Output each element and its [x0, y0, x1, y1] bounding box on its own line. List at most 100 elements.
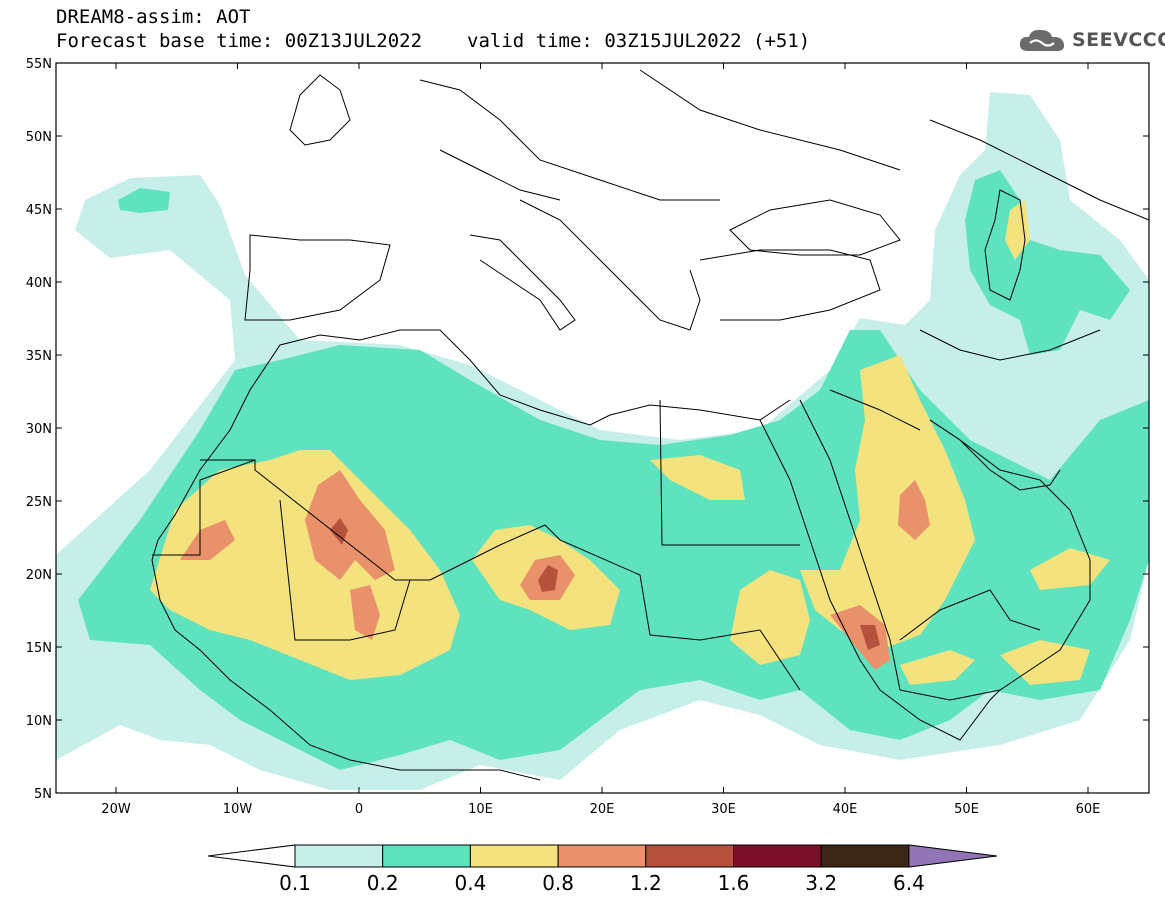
colorbar-label: 0.1 [279, 871, 311, 895]
lon-label: 10W [223, 802, 253, 817]
border-europe-1 [419, 79, 720, 201]
aot-contour-0.4-horn [900, 650, 975, 685]
longitude-axis: 20W 10W 0 10E 20E 30E 40E 50E 60E [101, 63, 1100, 817]
forecast-times: Forecast base time: 00Z13JUL2022 valid ti… [56, 30, 810, 52]
border-sudan [649, 629, 801, 691]
aot-field [56, 92, 1149, 790]
border-europe-2 [439, 149, 561, 201]
aot-contour-0.4-sudan [650, 455, 745, 500]
aot-contour-0.4-westafrica [150, 450, 460, 680]
colorbar-swatch [645, 844, 734, 868]
map-title: DREAM8-assim: AOT [56, 6, 251, 28]
colorbar-upper-arrow [908, 844, 997, 868]
colorbar-lower-arrow [207, 844, 296, 868]
border-algeria-mali [200, 459, 430, 581]
border-mali [279, 499, 411, 641]
coastline-red-sea-east [799, 399, 901, 691]
aot-contour-0.4-caspian [1005, 200, 1030, 260]
aot-contour-0.8-chad [520, 555, 575, 600]
lat-label: 55N [26, 57, 52, 72]
colorbar-swatch [469, 844, 559, 868]
lon-label: 40E [833, 802, 858, 817]
border-iran [919, 329, 1101, 361]
colorbar-swatch [294, 844, 384, 868]
coastline-iberia [244, 234, 391, 321]
coastline-arabia [899, 419, 1091, 701]
aot-contour-1.2-redsea [860, 625, 880, 650]
aot-contour-0.2 [78, 330, 1149, 770]
aot-contour-0.4-oman [1030, 548, 1110, 590]
coastline-red-sea-west [759, 419, 881, 691]
lon-label: 30E [711, 802, 736, 817]
lat-label: 45N [26, 203, 52, 218]
lon-label: 60E [1076, 802, 1101, 817]
border-europe-3 [639, 69, 901, 171]
coastline-italy [469, 234, 576, 331]
coastline-anatolia [699, 249, 881, 321]
border-saudi-yemen [899, 589, 1041, 641]
colorbar-label: 1.6 [718, 871, 750, 895]
seevccc-logo: SEEVCCC [1018, 26, 1165, 54]
borders [151, 69, 1149, 781]
aot-contour-0.8-redsea [830, 605, 890, 670]
colorbar-label: 0.4 [454, 871, 486, 895]
border-mauritania [152, 459, 256, 556]
lat-label: 50N [26, 130, 52, 145]
aot-contour-0.4-ethiopia [730, 570, 810, 665]
aot-contour-0.4-yemen [1000, 640, 1090, 685]
lat-label: 40N [26, 276, 52, 291]
aot-contour-0.8-mali-south [350, 585, 380, 640]
coastline-horn-africa [879, 689, 1001, 741]
coastline-west-africa [151, 329, 791, 561]
latitude-axis: 55N 50N 45N 40N 35N 30N 25N 20N 15N 10N 5N [26, 57, 1149, 802]
border-central-asia [929, 119, 1149, 221]
colorbar-swatch [382, 844, 471, 868]
coastline-balkans [519, 199, 701, 331]
cloud-icon [1019, 29, 1065, 51]
coastline-gulf-guinea [151, 559, 541, 781]
coastline-britain [289, 74, 351, 146]
base-time: Forecast base time: 00Z13JUL2022 [56, 30, 423, 52]
colorbar-swatch [820, 844, 910, 868]
coastline-caspian [984, 189, 1026, 301]
aot-contour-0.4-arabia [800, 355, 975, 650]
lat-label: 30N [26, 422, 52, 437]
border-libya-egypt [659, 399, 800, 546]
lon-label: 0 [355, 802, 363, 817]
colorbar: 0.1 0.2 0.4 0.8 1.2 1.6 3.2 6.4 [207, 844, 997, 895]
aot-contour-1.2-mali [330, 518, 348, 545]
lat-label: 20N [26, 568, 52, 583]
lat-label: 25N [26, 495, 52, 510]
colorbar-label: 1.2 [630, 871, 662, 895]
aot-contour-0.4-chad [472, 525, 620, 630]
lon-label: 20E [590, 802, 615, 817]
border-saudi-iraq [829, 389, 921, 431]
aot-contour-0.8-arabia [898, 480, 930, 540]
aot-contour-0.1 [56, 92, 1149, 790]
lon-label: 20W [101, 802, 131, 817]
aot-contour-0.8-mali [305, 470, 395, 580]
coastline-persian-gulf [929, 419, 1061, 491]
colorbar-label: 3.2 [805, 871, 837, 895]
valid-time: valid time: 03Z15JUL2022 (+51) [467, 30, 811, 52]
coastline-black-sea [729, 199, 901, 256]
colorbar-label: 6.4 [893, 871, 925, 895]
lat-label: 35N [26, 349, 52, 364]
aot-contour-0.2-caspian [965, 170, 1130, 355]
lat-label: 15N [26, 641, 52, 656]
map-frame [55, 62, 1150, 794]
colorbar-label: 0.2 [367, 871, 399, 895]
aot-contour-0.1-east [1000, 340, 1149, 450]
colorbar-label: 0.8 [542, 871, 574, 895]
aot-contour-0.2-atlantic [118, 188, 170, 213]
logo-text: SEEVCCC [1072, 29, 1165, 51]
lat-label: 5N [34, 787, 52, 802]
colorbar-swatch [557, 844, 647, 868]
colorbar-swatch [733, 844, 822, 868]
aot-contour-0.8-mauritania [180, 520, 235, 560]
border-niger-chad [429, 524, 651, 636]
lon-label: 50E [954, 802, 979, 817]
aot-contour-1.2-chad [538, 565, 558, 592]
lat-label: 10N [26, 714, 52, 729]
